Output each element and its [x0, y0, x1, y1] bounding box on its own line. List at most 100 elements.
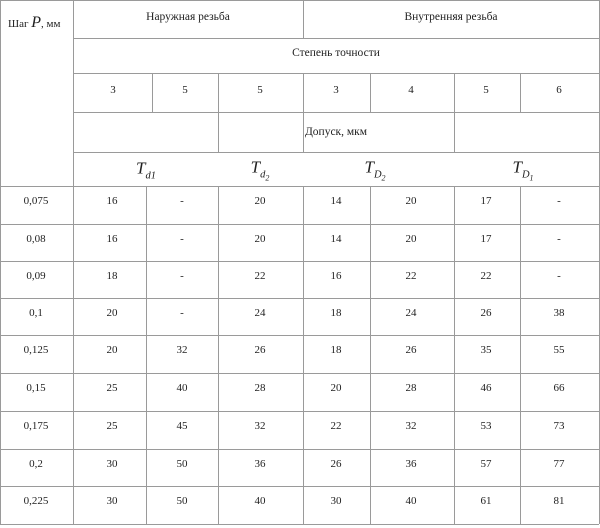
grid-line [520, 73, 521, 112]
pitch-cell: 0,1 [29, 307, 43, 319]
tolerance-cell: 14 [330, 233, 342, 245]
symbol-tD1: TD1 [512, 158, 533, 183]
pitch-cell: 0,175 [23, 420, 49, 432]
external-thread-header: Наружная резьба [146, 11, 230, 23]
tolerance-cell: 20 [106, 307, 118, 319]
tolerance-cell: 20 [330, 382, 342, 394]
grid-line [0, 224, 599, 225]
tolerance-cell: - [557, 195, 561, 207]
tolerance-cell: 50 [176, 458, 188, 470]
grade-cell: 5 [257, 84, 263, 96]
grid-line [303, 0, 304, 38]
grid-line [0, 261, 599, 262]
tolerance-cell: 26 [405, 344, 417, 356]
symbol-td1: Td1 [136, 159, 156, 182]
grade-cell: 4 [408, 84, 414, 96]
tolerance-cell: - [180, 195, 184, 207]
tolerance-cell: 26 [480, 307, 492, 319]
tolerance-cell: 30 [106, 495, 118, 507]
tolerance-cell: 17 [480, 233, 492, 245]
grid-line [73, 0, 74, 524]
grid-line [0, 298, 599, 299]
tolerance-cell: 25 [106, 382, 118, 394]
pitch-cell: 0,225 [23, 495, 49, 507]
pitch-cell: 0,2 [29, 458, 43, 470]
tolerance-cell: 18 [330, 344, 342, 356]
tolerance-cell: 25 [106, 420, 118, 432]
grid-line [0, 411, 599, 412]
pitch-cell: 0,08 [26, 233, 46, 245]
tolerance-cell: 81 [553, 495, 565, 507]
tolerance-cell: 45 [176, 420, 188, 432]
grid-line [73, 152, 599, 153]
grade-cell: 3 [110, 84, 116, 96]
pitch-unit: , мм [41, 18, 61, 30]
tolerance-cell: 61 [480, 495, 492, 507]
grid-line [0, 0, 1, 524]
tolerance-cell: 28 [405, 382, 417, 394]
tolerance-cell: 20 [405, 233, 417, 245]
grid-line [218, 73, 219, 152]
symbol-base: T [364, 157, 374, 177]
tolerance-cell: 38 [553, 307, 565, 319]
tolerance-cell: 22 [405, 270, 417, 282]
grid-line [303, 73, 304, 152]
pitch-cell: 0,075 [23, 195, 49, 207]
tolerance-cell: 30 [330, 495, 342, 507]
tolerance-cell: 73 [553, 420, 565, 432]
tolerance-cell: 17 [480, 195, 492, 207]
pitch-cell: 0,15 [26, 382, 46, 394]
grid-line [152, 73, 153, 112]
tolerance-cell: 20 [106, 344, 118, 356]
grid-line [520, 186, 521, 524]
tolerance-cell: 36 [254, 458, 266, 470]
grid-line [303, 186, 304, 524]
symbol-td2: Td2 [251, 158, 270, 183]
tolerance-cell: - [557, 233, 561, 245]
grade-cell: 5 [182, 84, 188, 96]
tolerance-cell: 18 [106, 270, 118, 282]
grid-line [0, 186, 599, 187]
grid-line [0, 335, 599, 336]
tolerance-cell: 22 [254, 270, 266, 282]
tolerance-cell: 30 [106, 458, 118, 470]
tolerance-cell: 18 [330, 307, 342, 319]
grid-line [454, 73, 455, 152]
tolerance-cell: 14 [330, 195, 342, 207]
tolerance-cell: - [180, 307, 184, 319]
tolerance-cell: 50 [176, 495, 188, 507]
tolerance-cell: 16 [330, 270, 342, 282]
tolerance-cell: 53 [480, 420, 492, 432]
tolerance-cell: 24 [405, 307, 417, 319]
tolerance-cell: 40 [176, 382, 188, 394]
tolerance-cell: 36 [405, 458, 417, 470]
tolerance-header: Допуск, мкм [304, 126, 368, 138]
grid-line [0, 373, 599, 374]
tolerance-cell: 40 [254, 495, 266, 507]
grid-line [218, 186, 219, 524]
internal-thread-header: Внутренняя резьба [404, 11, 498, 23]
grid-line [0, 0, 599, 1]
accuracy-degree-header: Степень точности [292, 47, 380, 59]
grid-line [73, 38, 599, 39]
tolerance-cell: 24 [254, 307, 266, 319]
tolerance-cell: 16 [106, 195, 118, 207]
symbol-base: T [512, 157, 522, 177]
tolerance-cell: 66 [553, 382, 565, 394]
symbol-sub: D [521, 169, 530, 181]
grade-cell: 5 [483, 84, 489, 96]
tolerance-cell: 57 [480, 458, 492, 470]
tolerance-cell: 32 [254, 420, 266, 432]
tolerance-cell: 28 [254, 382, 266, 394]
symbol-subsub: 1 [529, 173, 534, 183]
tolerance-cell: 35 [480, 344, 492, 356]
tolerance-cell: 22 [330, 420, 342, 432]
grade-cell: 6 [556, 84, 562, 96]
grid-line [370, 186, 371, 524]
grid-line [73, 112, 599, 113]
grid-line [73, 73, 599, 74]
symbol-base: T [136, 158, 146, 178]
symbol-subsub: 2 [381, 173, 386, 183]
grid-line [370, 73, 371, 112]
